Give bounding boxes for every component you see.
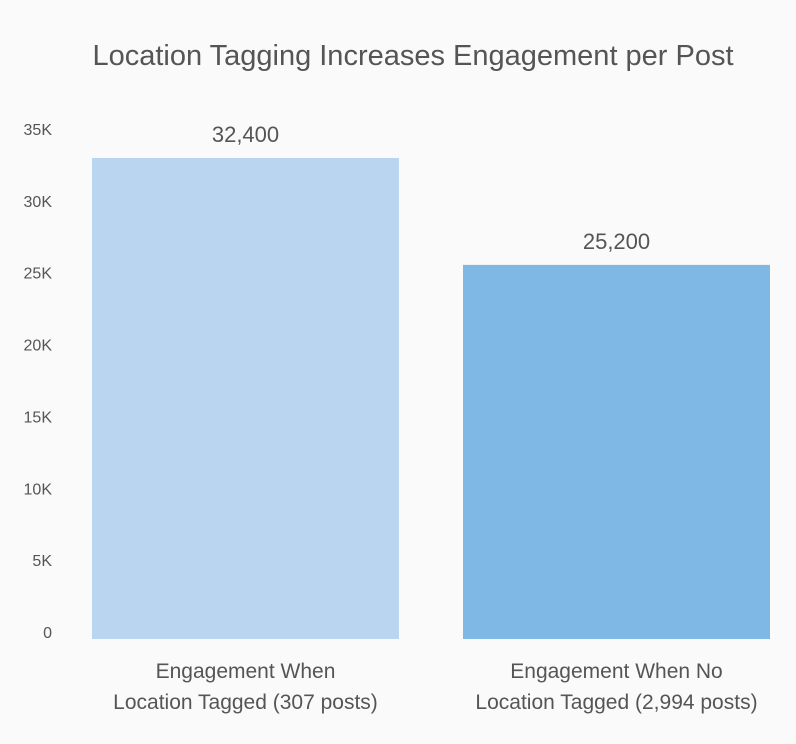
y-tick-label: 20K: [24, 338, 53, 355]
x-tick-label: Engagement When: [156, 660, 336, 683]
chart-title: Location Tagging Increases Engagement pe…: [92, 40, 734, 72]
y-tick-label: 25K: [24, 266, 53, 283]
x-tick-label: Engagement When No: [510, 660, 722, 683]
y-tick-label: 10K: [24, 481, 53, 498]
y-tick-label: 5K: [32, 553, 52, 570]
y-tick-label: 0: [43, 625, 52, 642]
bar: [463, 264, 770, 639]
y-tick-label: 15K: [24, 409, 53, 426]
data-label: 25,200: [583, 229, 650, 254]
x-tick-label: Location Tagged (2,994 posts): [475, 691, 757, 714]
x-tick-label: Location Tagged (307 posts): [113, 691, 378, 714]
data-label: 32,400: [212, 122, 279, 147]
bar: [92, 158, 399, 639]
y-tick-label: 30K: [24, 194, 53, 211]
y-tick-label: 35K: [24, 122, 53, 139]
